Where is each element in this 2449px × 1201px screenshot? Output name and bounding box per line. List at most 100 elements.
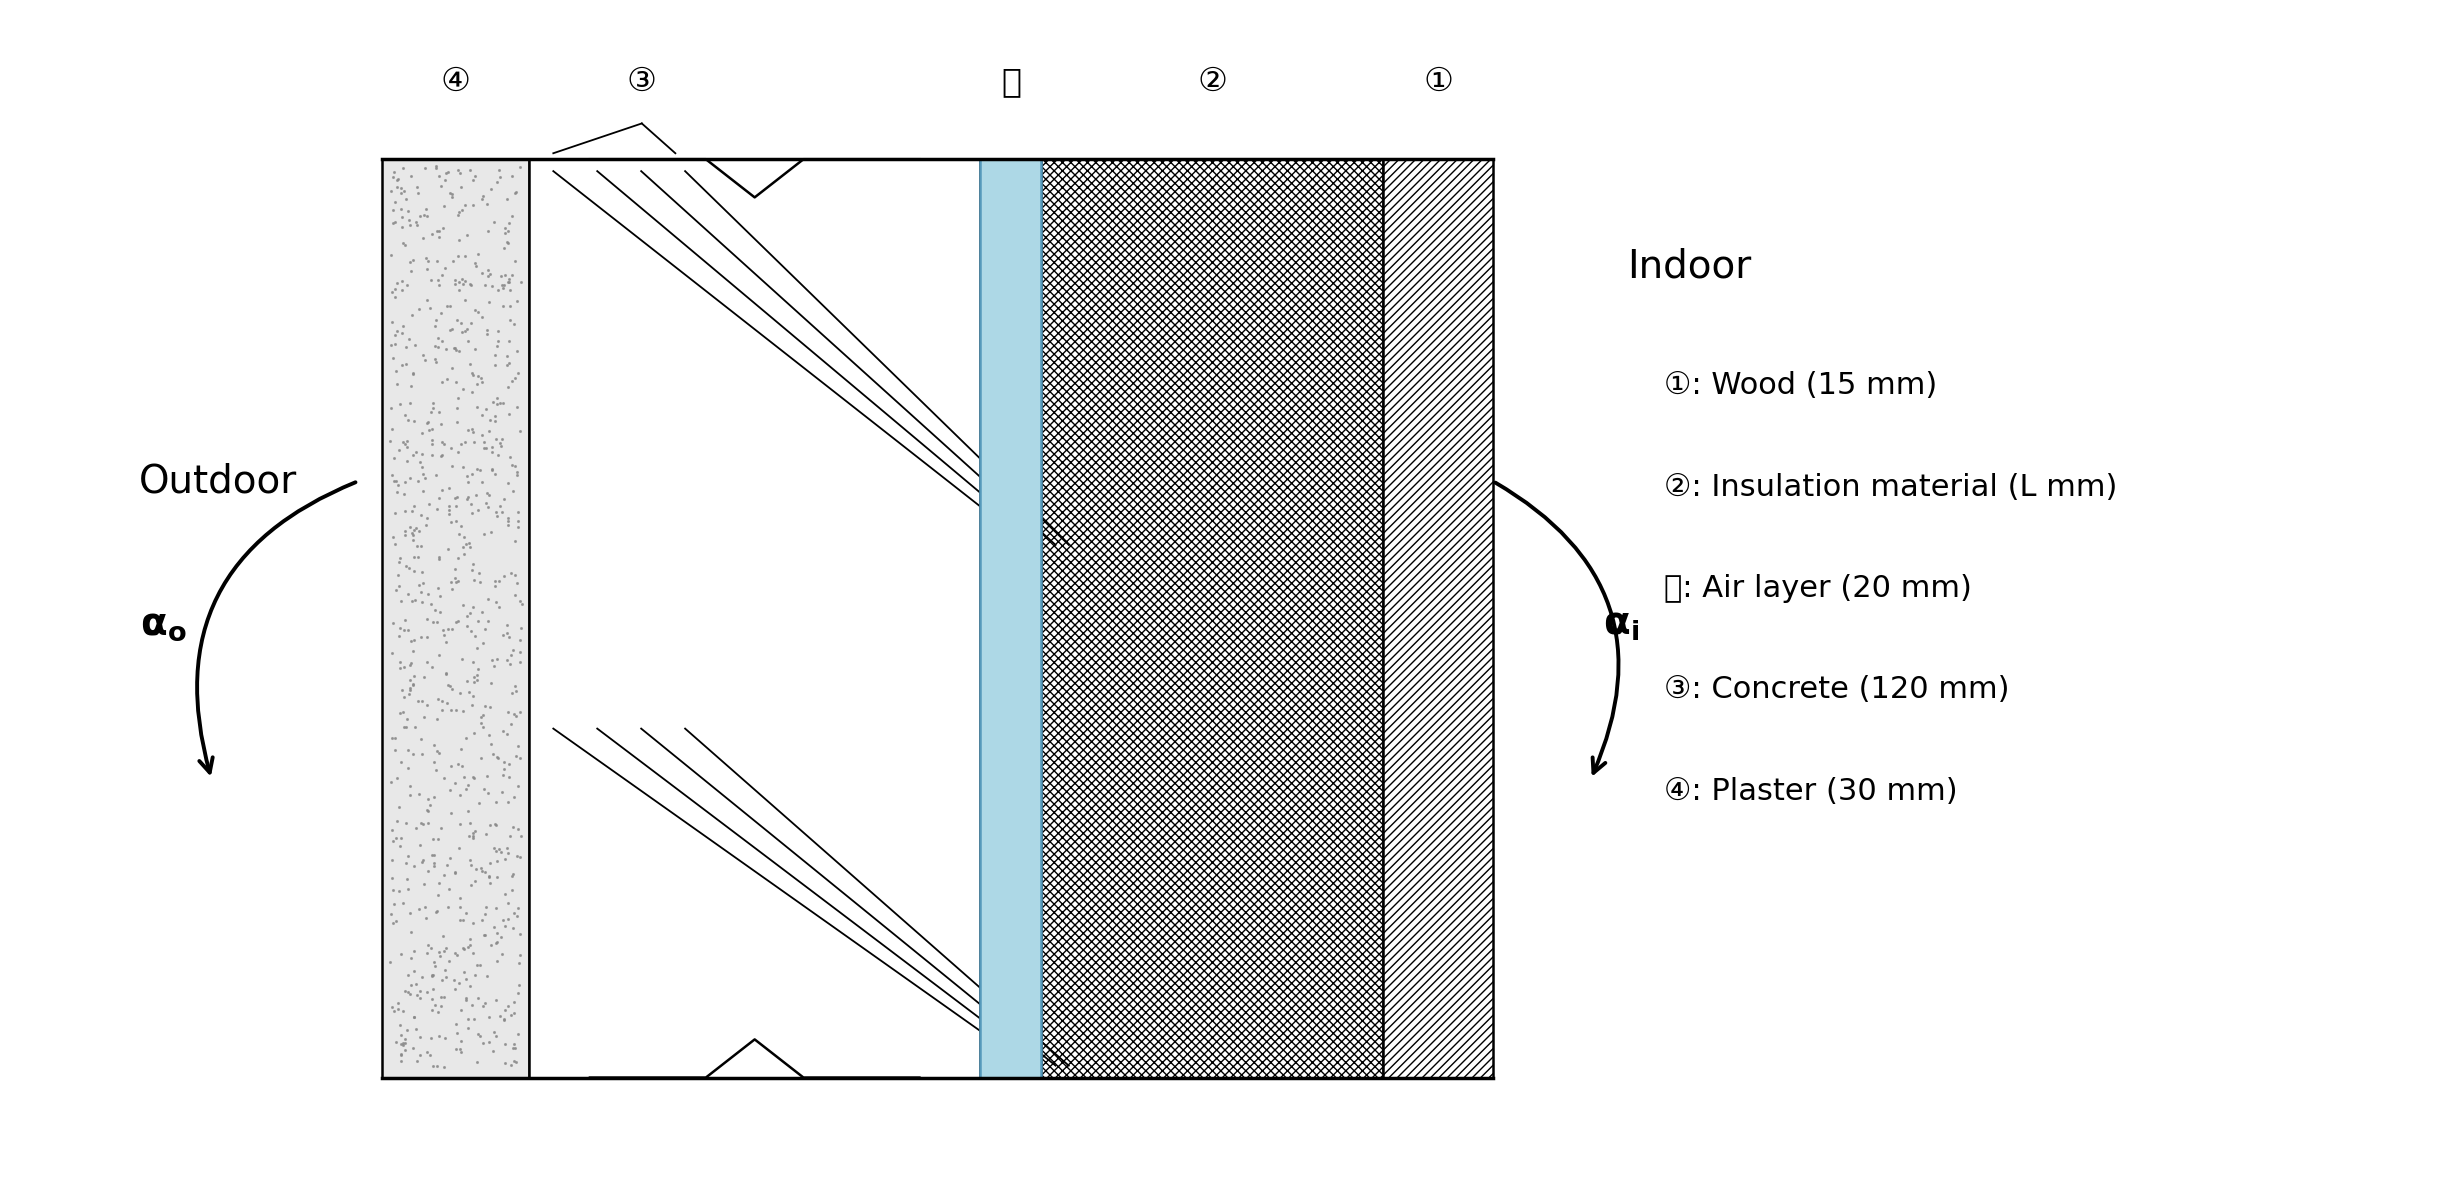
Point xyxy=(407,159,446,178)
Point xyxy=(424,621,463,640)
Point xyxy=(397,518,436,537)
Point xyxy=(473,522,512,542)
Point xyxy=(463,425,502,444)
Point xyxy=(372,245,411,264)
Point xyxy=(458,303,497,322)
Point xyxy=(453,687,492,706)
Point xyxy=(389,411,429,430)
Point xyxy=(478,841,517,860)
Point xyxy=(487,909,527,928)
Point xyxy=(438,388,478,407)
Point xyxy=(372,997,411,1016)
Point xyxy=(446,969,485,988)
Text: ②: ② xyxy=(1198,65,1227,98)
Point xyxy=(411,419,451,438)
Text: ④: Plaster (30 mm): ④: Plaster (30 mm) xyxy=(1663,777,1957,806)
Point xyxy=(482,430,522,449)
Point xyxy=(480,927,519,946)
Point xyxy=(495,787,534,806)
Point xyxy=(438,548,478,567)
Point xyxy=(397,213,436,232)
Point xyxy=(443,910,482,930)
Point xyxy=(453,914,492,933)
Point xyxy=(380,797,419,817)
Point xyxy=(502,619,541,638)
Point xyxy=(492,265,531,285)
Point xyxy=(468,483,507,502)
Point xyxy=(416,221,456,240)
Point xyxy=(458,670,497,689)
Point xyxy=(487,997,527,1016)
Point xyxy=(475,593,514,613)
Point xyxy=(419,586,458,605)
Point xyxy=(414,435,453,454)
Point xyxy=(433,319,473,339)
Point xyxy=(431,504,470,524)
Point xyxy=(397,718,436,737)
Point xyxy=(456,724,495,743)
Point xyxy=(497,512,536,531)
Point xyxy=(394,1008,433,1027)
Point xyxy=(470,854,509,873)
Point xyxy=(416,600,456,620)
Point xyxy=(372,644,411,663)
Point xyxy=(497,465,536,484)
Point xyxy=(414,735,453,754)
Point xyxy=(478,281,517,300)
Point xyxy=(448,331,487,351)
Point xyxy=(424,987,463,1006)
Point xyxy=(416,742,456,761)
Point xyxy=(426,961,465,980)
Point xyxy=(456,339,495,358)
Point xyxy=(438,160,478,179)
Point xyxy=(453,555,492,574)
Point xyxy=(478,747,517,766)
Point xyxy=(446,779,485,799)
Point xyxy=(416,353,456,372)
Point xyxy=(387,710,426,729)
Point xyxy=(426,163,465,183)
Bar xyxy=(1384,160,1494,1077)
Point xyxy=(402,730,441,749)
Point xyxy=(392,975,431,994)
Point xyxy=(436,773,475,793)
Text: ⓐ: ⓐ xyxy=(1002,65,1021,98)
Point xyxy=(414,658,453,677)
Point xyxy=(431,803,470,823)
Point xyxy=(399,836,438,855)
Text: $\mathbf{\alpha_i}$: $\mathbf{\alpha_i}$ xyxy=(1602,605,1638,644)
Point xyxy=(409,413,448,432)
Point xyxy=(426,664,465,683)
Point xyxy=(375,280,414,299)
Point xyxy=(431,321,470,340)
Point xyxy=(414,952,453,972)
Point xyxy=(480,436,519,455)
Point xyxy=(460,1026,500,1045)
Point xyxy=(458,459,497,478)
Point xyxy=(436,337,475,357)
Point xyxy=(453,365,492,384)
Point xyxy=(478,430,517,449)
Point xyxy=(372,282,411,301)
Point xyxy=(372,168,411,187)
Point xyxy=(436,339,475,358)
Point xyxy=(482,276,522,295)
Point xyxy=(433,579,473,598)
Point xyxy=(392,501,431,520)
Point xyxy=(380,566,419,585)
Point xyxy=(448,226,487,245)
Point xyxy=(438,443,478,462)
Point xyxy=(404,205,443,225)
Point xyxy=(451,826,490,846)
Point xyxy=(480,394,519,413)
Point xyxy=(487,355,527,375)
Point xyxy=(492,371,531,390)
Point xyxy=(470,410,509,429)
Point xyxy=(460,573,500,592)
Point xyxy=(490,310,529,329)
Point xyxy=(468,967,507,986)
Point xyxy=(468,195,507,214)
Point xyxy=(485,759,524,778)
Point xyxy=(502,826,541,846)
Point xyxy=(458,1024,497,1044)
